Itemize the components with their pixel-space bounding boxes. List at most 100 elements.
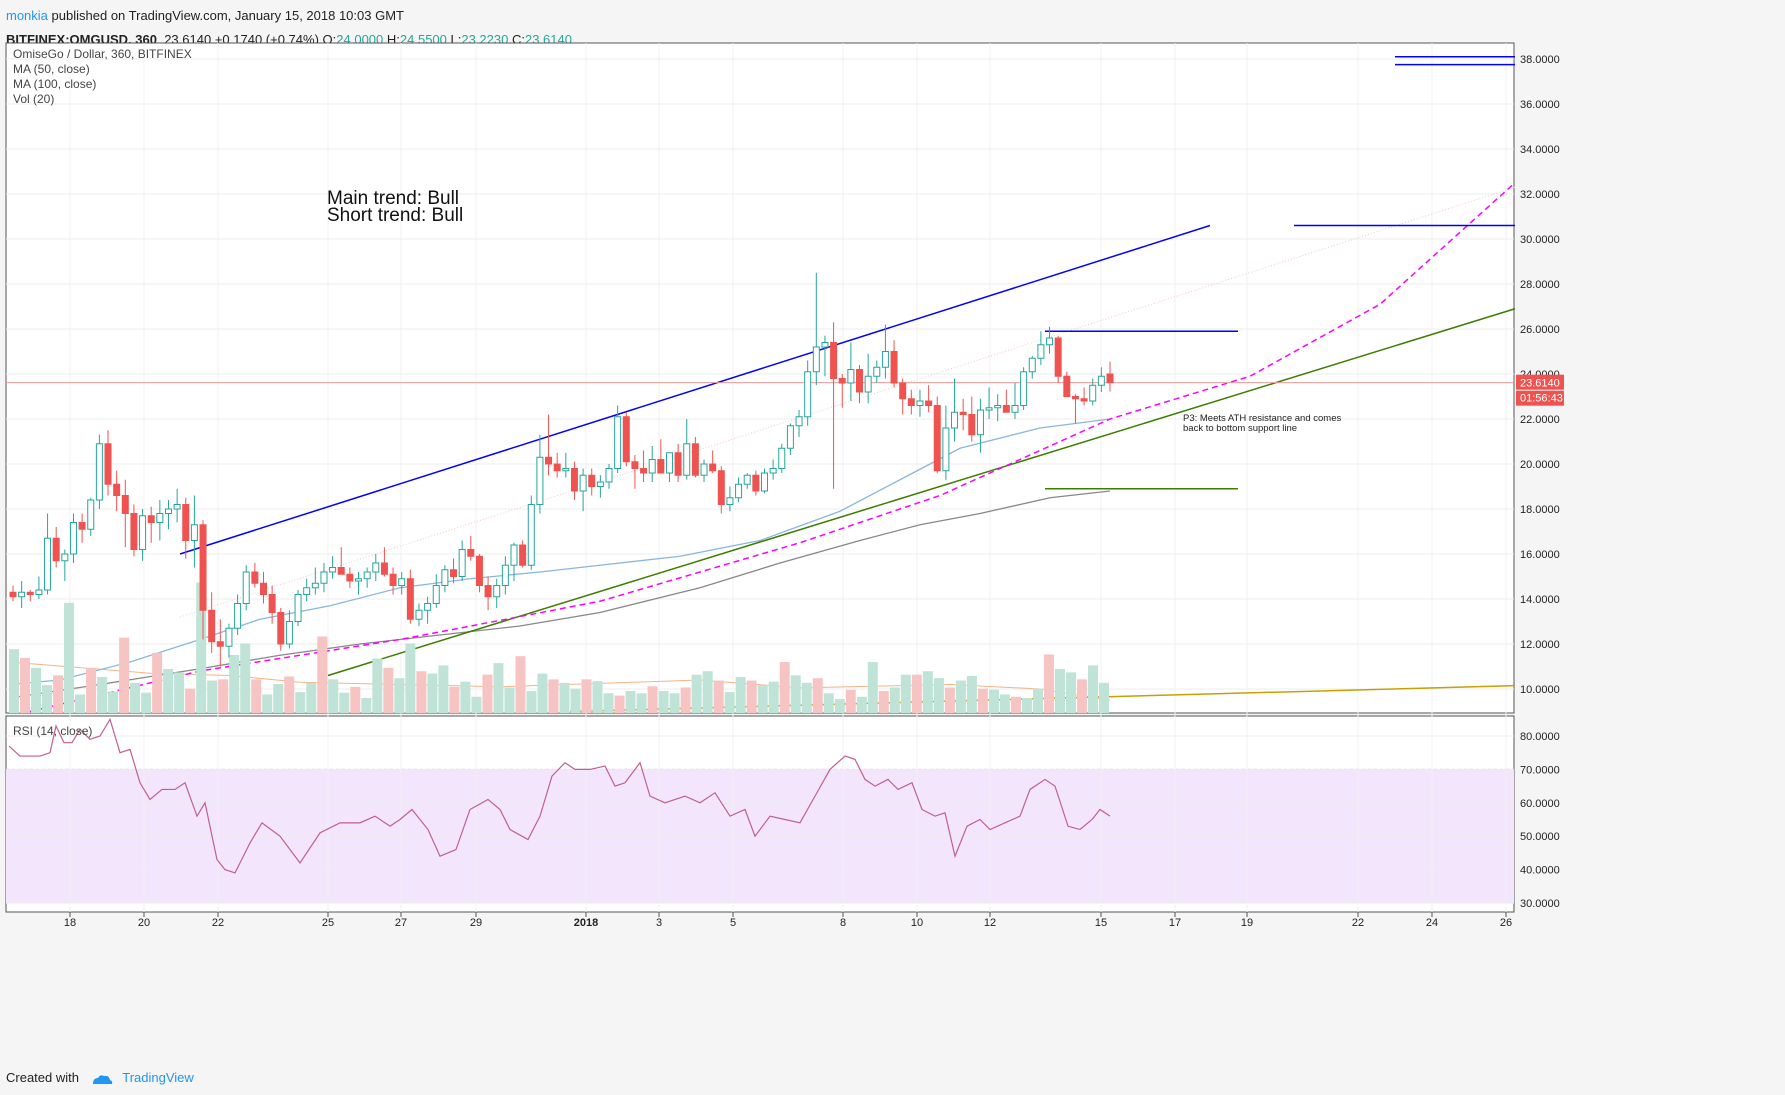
volume-bar: [482, 674, 493, 713]
candle-down: [890, 351, 898, 384]
volume-bar: [537, 673, 548, 713]
volume-bar: [1098, 682, 1109, 713]
candle-up: [190, 524, 198, 541]
price-tick-label: 22.0000: [1520, 414, 1560, 426]
candle-up: [812, 346, 820, 373]
volume-bar: [790, 675, 801, 713]
volume-bar: [1021, 697, 1032, 713]
candle-up: [363, 571, 371, 580]
volume-bar: [108, 691, 119, 713]
price-tick-label: 36.0000: [1520, 99, 1560, 111]
candle-down: [52, 537, 60, 562]
candle-up: [44, 537, 52, 591]
candle-down: [899, 382, 907, 400]
volume-bar: [614, 695, 625, 713]
volume-bar: [669, 693, 680, 713]
dashed-trend-line: [29, 182, 1516, 713]
author-link[interactable]: monkia: [6, 8, 48, 23]
candle-down: [856, 369, 864, 393]
candle-down: [475, 555, 483, 586]
volume-bar: [911, 674, 922, 713]
volume-bar: [119, 637, 130, 713]
volume-bar: [174, 672, 185, 713]
candle-down: [484, 585, 492, 598]
footer: Created with TradingView: [6, 1066, 194, 1090]
resistance-trend-line: [179, 224, 1211, 555]
legend-entry: OmiseGo / Dollar, 360, BITFINEX: [13, 47, 192, 61]
candle-down: [640, 468, 648, 474]
volume-bar: [1087, 665, 1098, 713]
volume-bar: [768, 681, 779, 713]
candle-down: [925, 400, 933, 406]
candle-up: [1020, 371, 1028, 406]
candle-up: [441, 569, 449, 586]
price-tick-label: 12.0000: [1520, 639, 1560, 651]
volume-bar: [702, 671, 713, 713]
candle-up: [527, 504, 535, 566]
volume-bar: [493, 663, 504, 713]
candle-up: [536, 456, 544, 505]
candle-down: [1054, 337, 1062, 377]
candle-down: [838, 378, 846, 384]
volume-bar: [955, 680, 966, 713]
candle-down: [337, 567, 345, 575]
volume-bar: [262, 694, 273, 713]
candle-down: [467, 549, 475, 557]
candle-down: [674, 452, 682, 476]
candle-down: [450, 569, 458, 577]
candle-up: [510, 544, 518, 566]
candle-up: [242, 571, 250, 604]
candle-up: [683, 443, 691, 476]
p3-note-line1: P3: Meets ATH resistance and comes: [1183, 413, 1341, 424]
candle-up: [95, 443, 103, 501]
time-tick-label: 27: [395, 917, 407, 929]
rsi-legend: RSI (14, close): [13, 724, 92, 738]
candle-down: [346, 573, 354, 582]
candle-up: [562, 468, 570, 472]
volume-bar: [570, 688, 581, 713]
time-tick-label: 18: [64, 917, 76, 929]
candle-up: [873, 366, 881, 377]
volume-bar: [515, 656, 526, 713]
short-trend-note: Short trend: Bull: [327, 205, 463, 226]
candle-down: [631, 461, 639, 469]
candle-down: [78, 522, 86, 530]
price-tag-bg: [1516, 374, 1564, 390]
candle-down: [588, 474, 596, 487]
time-tick-label: 25: [322, 917, 334, 929]
chart-header: monkia published on TradingView.com, Jan…: [6, 4, 572, 47]
candle-down: [545, 456, 553, 465]
time-tick-label: 19: [1241, 917, 1253, 929]
candle-up: [329, 567, 337, 573]
candle-down: [147, 515, 155, 523]
price-chart[interactable]: 10.0000 12.0000 14.0000 16.0000 18.0000 20.00…: [0, 40, 1785, 1065]
candle-up: [916, 400, 924, 406]
volume-bar: [636, 693, 647, 713]
volume-bar: [218, 679, 229, 713]
volume-bar: [625, 690, 636, 713]
volume-bar: [581, 679, 592, 713]
volume-bar: [878, 690, 889, 713]
time-tick-label: 15: [1095, 917, 1107, 929]
candle-down: [691, 443, 699, 476]
volume-bar: [680, 687, 691, 713]
time-tick-label: 2018: [574, 917, 598, 929]
tradingview-cloud-icon: [92, 1074, 112, 1084]
volume-bar: [823, 693, 834, 713]
candle-up: [951, 411, 959, 429]
time-tick-label: 5: [730, 917, 736, 929]
volume-bar: [207, 680, 218, 713]
candle-down: [208, 609, 216, 643]
tradingview-brand[interactable]: TradingView: [122, 1070, 194, 1085]
candle-up: [493, 585, 501, 598]
price-tick-label: 20.0000: [1520, 459, 1560, 471]
candle-up: [164, 508, 172, 514]
volume-bar: [328, 679, 339, 713]
volume-bar: [1076, 679, 1087, 713]
candle-down: [406, 578, 414, 620]
candle-up: [87, 499, 95, 530]
candle-down: [657, 459, 665, 474]
candle-up: [320, 571, 328, 584]
candle-up: [726, 497, 734, 505]
candle-up: [864, 375, 872, 393]
